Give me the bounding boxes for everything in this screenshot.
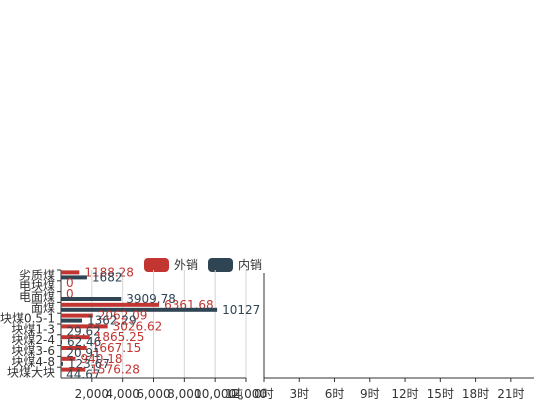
bar-export: [61, 270, 80, 275]
y-category-label: 劣质煤: [19, 268, 55, 282]
bar-domestic: [61, 297, 122, 301]
time-x-tick-label: 21时: [497, 387, 524, 401]
x-axis-unit: 吨: [231, 387, 243, 401]
x-tick-label: 6,000: [136, 387, 170, 401]
y-category-label: 电面煤: [19, 290, 55, 304]
bar-export: [61, 346, 87, 350]
time-x-tick-label: 3时: [289, 387, 309, 401]
bar-export: [61, 335, 90, 340]
bar-export: [61, 356, 76, 361]
legend-item-2[interactable]: 内销: [208, 256, 262, 273]
bar-domestic: [61, 340, 62, 345]
x-tick-label: 12,000: [225, 387, 267, 401]
y-category-label: 面煤: [31, 301, 55, 315]
bar-export: [61, 367, 86, 372]
bar-export: [61, 302, 160, 307]
y-category-label: 电块煤: [19, 279, 55, 293]
data-label-export: 1667.15: [92, 341, 142, 355]
time-x-tick-label: 9时: [360, 387, 380, 401]
data-label-export: 0: [66, 276, 74, 290]
data-label-export: 2062.09: [98, 309, 148, 323]
bar-export: [61, 324, 108, 329]
y-category-label: 块煤4-8: [11, 355, 55, 369]
bar-export: [61, 313, 93, 318]
data-label-export: 0: [66, 287, 74, 301]
data-label-export: 1576.28: [90, 363, 140, 377]
bar-domestic: [61, 307, 218, 312]
y-category-label: 块煤大块: [7, 366, 55, 380]
data-label-domestic: 1362.29: [87, 314, 137, 328]
x-tick-label: 2,000: [75, 387, 109, 401]
bar-domestic: [61, 275, 87, 280]
time-x-tick-label: 0时: [254, 387, 274, 401]
legend-label: 内销: [238, 258, 263, 272]
time-x-tick-label: 15时: [427, 387, 454, 401]
data-label-domestic: 123.67: [68, 357, 110, 371]
bar-domestic: [61, 361, 63, 366]
time-x-tick-label: 12时: [391, 387, 418, 401]
data-label-domestic: 62.46: [67, 335, 101, 349]
x-tick-label: 10,000: [194, 387, 236, 401]
legend-swatch: [144, 257, 169, 272]
legend-item-1[interactable]: 外销: [144, 256, 198, 273]
data-label-domestic: 29.62: [66, 324, 100, 338]
legend-swatch: [208, 257, 233, 272]
legend-label: 外销: [174, 258, 199, 272]
data-label-domestic: 3909.78: [126, 292, 176, 306]
data-label-export: 1188.28: [84, 265, 134, 279]
data-label-domestic: 44.67: [66, 368, 100, 382]
time-x-tick-label: 18时: [462, 387, 489, 401]
x-tick-label: 4,000: [105, 387, 139, 401]
data-label-domestic: 10127: [222, 303, 260, 317]
y-category-label: 块煤0.5-1: [0, 312, 55, 326]
bar-domestic: [61, 318, 83, 323]
y-category-label: 块煤1-3: [11, 322, 55, 336]
time-x-tick-label: 6时: [325, 387, 345, 401]
data-label-export: 3026.62: [113, 319, 163, 333]
data-label-domestic: 20.91: [66, 346, 100, 360]
data-label-export: 1865.25: [95, 330, 145, 344]
y-category-label: 块煤2-4: [11, 333, 55, 347]
y-category-label: 块煤3-6: [11, 344, 55, 358]
data-label-domestic: 1682: [92, 270, 123, 284]
data-label-export: 940.18: [80, 352, 122, 366]
x-tick-label: 8,000: [167, 387, 201, 401]
